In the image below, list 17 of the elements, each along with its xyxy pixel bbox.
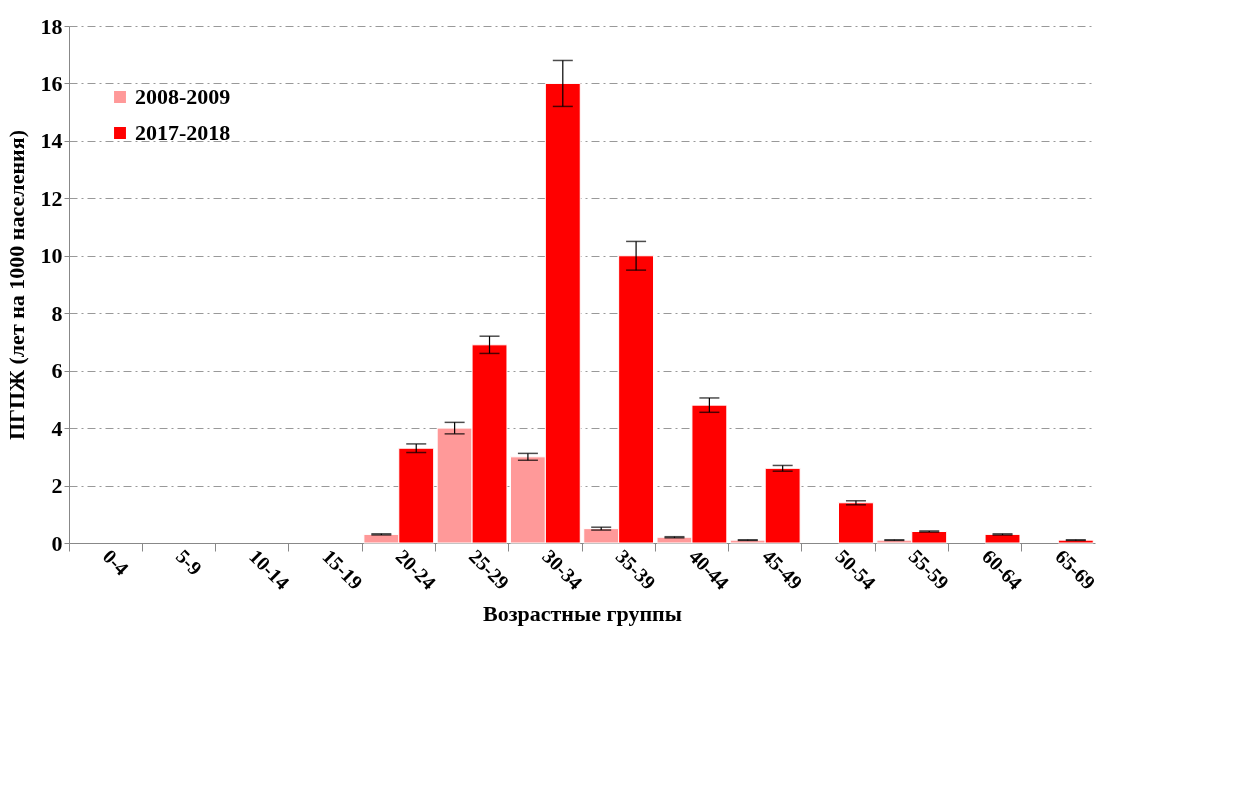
- x-axis-title: Возрастные группы: [483, 600, 682, 626]
- legend-label: 2008-2009: [135, 84, 231, 109]
- y-tick-label: 2: [51, 473, 63, 499]
- x-tick-label: 0-4: [98, 545, 133, 580]
- y-tick-label: 0: [51, 530, 63, 556]
- y-tick-label: 4: [51, 415, 63, 441]
- y-tick-label: 12: [40, 185, 63, 211]
- x-tick-label: 5-9: [171, 545, 207, 580]
- y-tick-label: 18: [40, 13, 63, 39]
- bar: [838, 502, 874, 544]
- y-tick-label: 6: [51, 358, 63, 384]
- y-tick-label: 10: [40, 243, 63, 269]
- y-tick-label: 8: [51, 300, 63, 326]
- y-tick-label: 14: [40, 128, 63, 154]
- y-axis-title: ПГПЖ (лет на 1000 населения): [3, 129, 29, 441]
- legend-label: 2017-2018: [135, 120, 231, 145]
- y-tick-label: 16: [40, 70, 63, 96]
